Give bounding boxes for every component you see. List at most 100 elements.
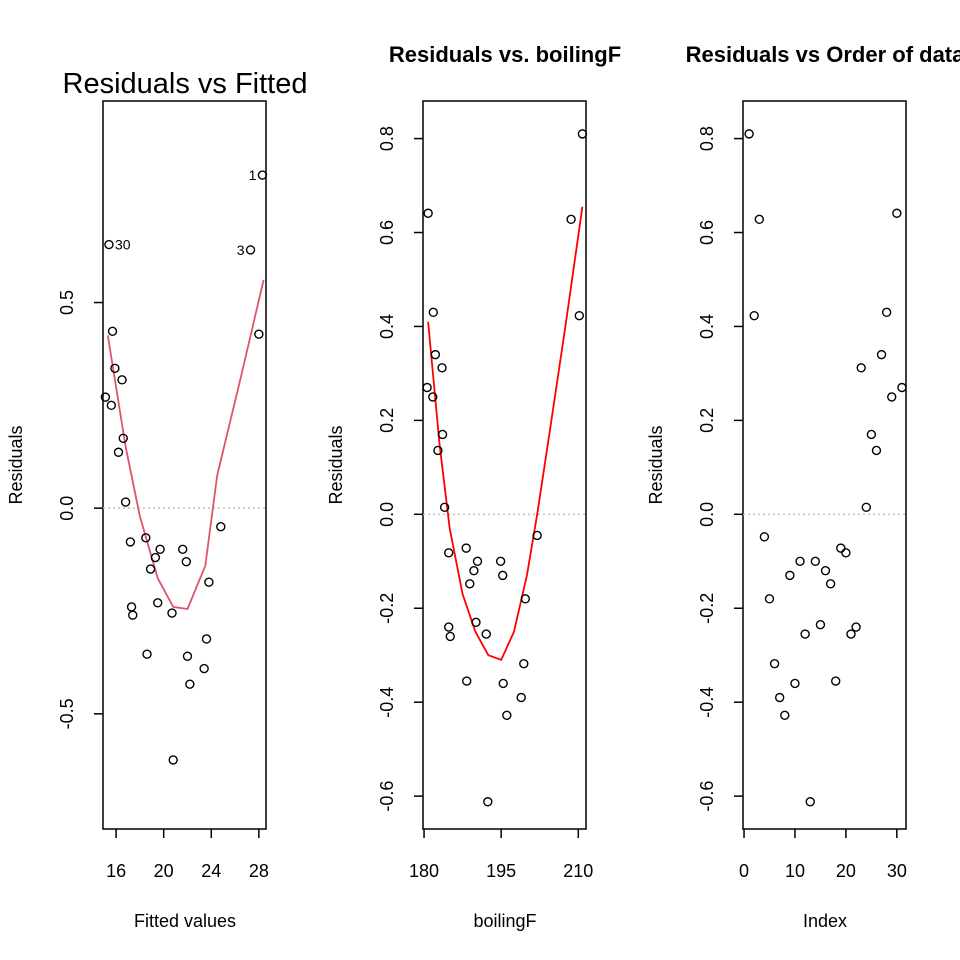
data-point xyxy=(185,679,195,689)
data-point xyxy=(430,349,441,360)
data-point xyxy=(439,502,450,512)
y-tick-label: 0.4 xyxy=(697,314,717,339)
y-tick-label: 0.8 xyxy=(697,126,717,151)
data-point xyxy=(749,310,759,321)
data-point xyxy=(502,710,512,721)
point-label: 30 xyxy=(115,237,131,253)
y-tick-label: 0.2 xyxy=(697,408,717,433)
data-point xyxy=(257,170,268,180)
y-axis-label: Residuals xyxy=(646,425,666,504)
y-tick-label: 0.8 xyxy=(377,126,397,151)
x-tick-label: 180 xyxy=(409,861,439,881)
x-tick-label: 10 xyxy=(785,861,805,881)
data-point xyxy=(744,129,754,139)
data-point xyxy=(780,710,790,721)
data-point xyxy=(110,363,120,374)
data-point xyxy=(516,692,526,703)
x-tick-label: 16 xyxy=(106,861,126,881)
data-point xyxy=(465,579,475,589)
data-point xyxy=(498,678,508,689)
data-point xyxy=(125,537,136,547)
data-point xyxy=(199,663,209,674)
y-tick-label: -0.2 xyxy=(377,593,397,624)
data-point xyxy=(805,797,815,807)
data-point xyxy=(897,382,907,393)
data-point xyxy=(846,629,856,639)
data-point xyxy=(871,445,882,456)
data-point xyxy=(141,533,151,543)
x-tick-label: 210 xyxy=(563,861,593,881)
data-point xyxy=(182,651,193,661)
data-point xyxy=(117,375,127,385)
residuals-vs-boilingf-panel: 180 195 210 -0.6 -0.4 -0.2 0.0 0.2 0.4 0.6 0.8 Resi… xyxy=(326,42,621,931)
y-tick-label: 0.0 xyxy=(377,502,397,527)
data-point xyxy=(462,676,472,686)
plot-frame xyxy=(422,100,587,830)
data-point xyxy=(445,631,455,642)
data-point xyxy=(100,392,111,402)
data-point xyxy=(866,429,877,440)
data-point xyxy=(422,382,432,393)
data-point xyxy=(520,594,531,604)
data-point xyxy=(774,692,785,703)
data-point xyxy=(167,608,177,618)
data-point xyxy=(820,565,831,576)
data-point xyxy=(769,658,780,669)
data-point xyxy=(800,629,810,639)
x-tick-label: 0 xyxy=(739,861,749,881)
data-point xyxy=(423,208,433,218)
data-point xyxy=(481,629,491,639)
data-point xyxy=(754,214,764,225)
data-point xyxy=(856,363,866,373)
data-point xyxy=(795,556,805,566)
data-point xyxy=(201,634,212,644)
y-tick-label: 0.2 xyxy=(377,408,397,433)
y-tick-label: 0.5 xyxy=(57,290,77,315)
data-point xyxy=(764,594,775,604)
chart-title: Residuals vs Fitted xyxy=(63,68,308,100)
x-tick-label: 28 xyxy=(249,861,269,881)
data-point xyxy=(155,544,165,555)
data-point xyxy=(107,326,118,337)
data-point xyxy=(168,755,178,765)
y-tick-label: -0.4 xyxy=(377,687,397,718)
data-point xyxy=(472,556,483,566)
data-point xyxy=(841,548,851,558)
data-point xyxy=(461,543,471,553)
data-point xyxy=(433,445,443,456)
data-point xyxy=(128,610,138,620)
chart-title: Residuals vs. boilingF xyxy=(389,42,621,67)
data-point xyxy=(759,532,770,542)
x-axis-label: boilingF xyxy=(473,911,536,931)
data-point xyxy=(106,400,117,411)
data-point xyxy=(428,307,438,318)
data-point xyxy=(532,530,542,541)
data-point xyxy=(566,214,576,225)
y-tick-label: 0.4 xyxy=(377,314,397,339)
x-tick-label: 20 xyxy=(154,861,174,881)
chart-title: Residuals vs Order of data xyxy=(686,42,960,67)
data-point xyxy=(519,658,529,669)
y-tick-label: 0.0 xyxy=(57,496,77,521)
data-point xyxy=(118,433,128,443)
data-point xyxy=(810,556,821,566)
x-tick-label: 30 xyxy=(887,861,907,881)
data-point xyxy=(498,570,508,581)
y-tick-label: -0.2 xyxy=(697,593,717,624)
data-point xyxy=(245,245,256,255)
point-label: 1 xyxy=(249,167,257,183)
data-point xyxy=(574,310,585,321)
x-tick-label: 195 xyxy=(486,861,516,881)
data-point xyxy=(181,556,191,567)
data-point xyxy=(145,564,156,574)
data-point xyxy=(785,570,795,581)
y-tick-label: 0.6 xyxy=(697,220,717,245)
data-point xyxy=(861,502,871,512)
data-point xyxy=(428,392,438,402)
data-point xyxy=(495,556,506,566)
y-tick-label: -0.6 xyxy=(377,781,397,812)
data-point xyxy=(469,565,479,576)
data-point xyxy=(815,619,826,630)
data-point xyxy=(444,548,454,558)
